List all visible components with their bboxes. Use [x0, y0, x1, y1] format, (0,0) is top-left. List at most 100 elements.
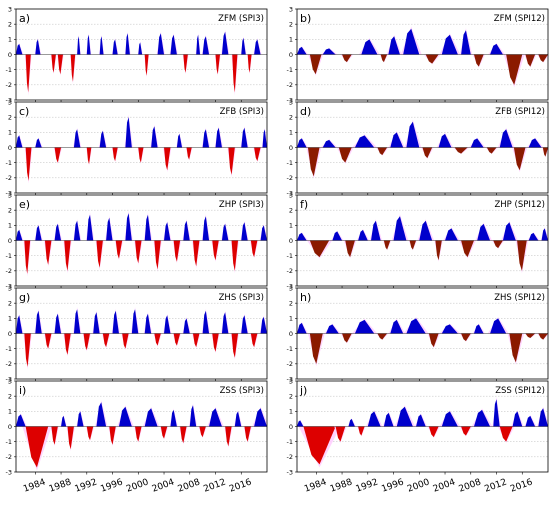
panel-frame	[15, 287, 268, 380]
positive-area	[525, 415, 536, 427]
panel-e: -3 -2 -1 0 1 2 3 e) ZHP (SPI3)	[6, 191, 268, 290]
positive-area	[388, 36, 400, 55]
positive-area	[234, 411, 242, 427]
positive-area	[125, 117, 132, 148]
negative-area	[509, 333, 523, 363]
y-tick-label: -3	[6, 375, 12, 383]
negative-area	[232, 54, 238, 93]
positive-area	[112, 310, 119, 334]
negative-area	[180, 426, 187, 444]
panel-title: ZHS (SPI3)	[219, 293, 264, 303]
negative-area	[86, 147, 92, 165]
negative-area	[525, 54, 536, 67]
y-tick-label: -1	[6, 438, 12, 446]
negative-area	[51, 54, 56, 73]
panel-label: a)	[19, 12, 30, 25]
y-tick-label: 2	[8, 392, 12, 400]
y-tick-label: 2	[289, 392, 293, 400]
panel-label: c)	[19, 105, 29, 118]
panel-title: ZSS (SPI12)	[495, 386, 545, 396]
y-tick-label: 0	[289, 51, 293, 59]
positive-area	[183, 220, 190, 241]
negative-area	[422, 147, 433, 159]
negative-area	[54, 147, 62, 163]
y-tick-label: 0	[8, 330, 12, 338]
positive-area	[241, 37, 246, 55]
positive-area	[202, 310, 210, 334]
y-tick-label: -2	[287, 174, 293, 182]
y-tick-label: 3	[289, 284, 293, 292]
positive-area	[322, 139, 336, 148]
y-tick-label: -3	[287, 468, 293, 476]
y-tick-label: 2	[289, 206, 293, 214]
negative-area	[44, 240, 52, 265]
y-tick-label: 2	[289, 20, 293, 28]
panel-frame	[296, 287, 549, 380]
y-tick-label: -1	[287, 345, 293, 353]
negative-area	[138, 147, 144, 163]
y-tick-label: -2	[287, 267, 293, 275]
negative-area	[212, 240, 219, 261]
positive-area	[396, 406, 413, 427]
y-tick-label: -1	[287, 159, 293, 167]
panel-c: -3 -2 -1 0 1 2 3 c) ZFB (SPI3)	[6, 98, 268, 197]
panel-label: f)	[300, 198, 308, 211]
positive-area	[16, 135, 23, 148]
negative-area	[102, 333, 110, 348]
positive-area	[348, 418, 355, 427]
positive-area	[441, 324, 458, 334]
positive-area	[35, 225, 42, 241]
negative-area	[25, 426, 49, 468]
negative-area	[377, 333, 388, 340]
negative-area	[380, 54, 388, 63]
x-tick-label: 2008	[177, 477, 202, 494]
positive-area	[512, 411, 523, 427]
positive-area	[371, 220, 381, 241]
negative-area	[247, 54, 252, 73]
positive-area	[170, 34, 177, 55]
negative-area	[250, 240, 258, 258]
positive-area	[125, 213, 132, 241]
positive-area	[209, 408, 222, 427]
positive-area	[490, 318, 507, 334]
x-tick-label: 1984	[303, 477, 328, 494]
negative-area	[225, 426, 232, 447]
negative-area	[192, 240, 200, 267]
y-tick-label: 2	[8, 113, 12, 121]
positive-area	[438, 133, 452, 148]
negative-area	[109, 426, 116, 445]
negative-area	[115, 240, 123, 259]
y-tick-label: -2	[6, 81, 12, 89]
panel-title: ZFB (SPI3)	[220, 107, 264, 117]
positive-area	[322, 48, 336, 55]
positive-area	[297, 138, 307, 148]
series-group	[16, 400, 267, 471]
positive-area	[528, 232, 539, 241]
negative-area	[309, 333, 323, 364]
positive-area	[297, 420, 304, 427]
positive-area	[35, 138, 42, 148]
negative-area	[154, 333, 161, 346]
negative-area	[358, 426, 365, 436]
negative-area	[542, 147, 548, 157]
negative-area	[307, 147, 320, 177]
x-tick-label: 1992	[355, 478, 380, 495]
series-group	[297, 119, 548, 179]
positive-area	[54, 223, 62, 241]
negative-area	[212, 333, 219, 352]
positive-area	[144, 313, 152, 334]
positive-area	[477, 223, 491, 241]
negative-area	[342, 333, 352, 343]
positive-area	[221, 312, 229, 334]
panel-title: ZHS (SPI12)	[494, 293, 545, 303]
panel-label: d)	[300, 105, 311, 118]
series-group	[16, 211, 267, 277]
negative-area	[461, 240, 474, 258]
positive-area	[73, 220, 81, 241]
panel-label: b)	[300, 12, 311, 25]
series-group	[16, 114, 267, 184]
positive-area	[390, 319, 404, 334]
positive-area	[241, 222, 248, 241]
series-group	[297, 397, 548, 468]
